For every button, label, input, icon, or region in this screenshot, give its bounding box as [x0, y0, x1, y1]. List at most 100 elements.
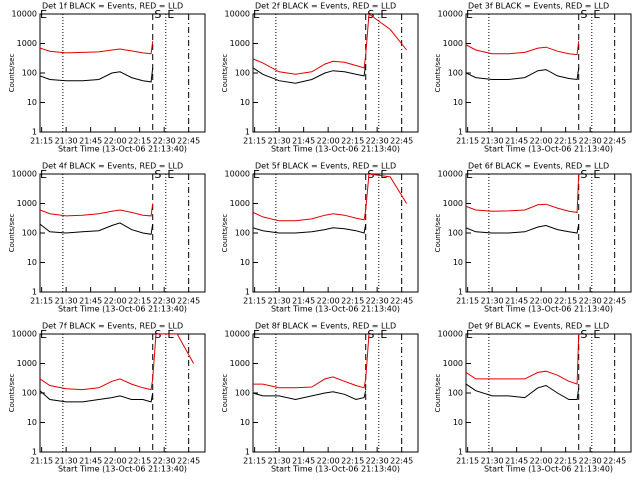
y-tick-label: 10 [240, 258, 250, 267]
x-tick-label: 21:45 [292, 137, 315, 146]
plot-frame [252, 333, 419, 453]
chart-title: Det 9f BLACK = Events, RED = LLD [468, 322, 609, 331]
x-tick-label: 22:30 [579, 457, 602, 466]
x-axis-label: Start Time (13-Oct-06 21:13:40) [484, 305, 613, 314]
y-tick-label: 10000 [12, 170, 37, 179]
event-label: S [154, 8, 161, 21]
y-tick-label: 1 [32, 288, 37, 297]
chart-title: Det 7f BLACK = Events, RED = LLD [42, 322, 183, 331]
y-axis-label: Counts/sec [8, 54, 16, 93]
x-tick-label: 21:30 [481, 457, 504, 466]
y-tick-label: 1000 [17, 359, 37, 368]
x-axis-label: Start Time (13-Oct-06 21:13:40) [484, 465, 613, 474]
x-tick-label: 22:45 [177, 457, 200, 466]
y-tick-label: 100 [22, 69, 37, 78]
x-tick-label: 21:15 [456, 297, 479, 306]
x-tick-label: 22:15 [554, 457, 577, 466]
x-tick-label: 22:00 [530, 457, 553, 466]
y-axis-label: Counts/sec [434, 214, 442, 253]
x-tick-label: 21:30 [268, 137, 291, 146]
y-axis-label: Counts/sec [8, 374, 16, 413]
x-axis-label: Start Time (13-Oct-06 21:13:40) [58, 305, 187, 314]
y-tick-label: 1000 [17, 199, 37, 208]
y-tick-label: 1000 [230, 199, 250, 208]
chart-title: Det 4f BLACK = Events, RED = LLD [42, 162, 183, 171]
series-line [40, 390, 154, 403]
y-tick-label: 10000 [12, 10, 37, 19]
y-tick-label: 100 [235, 229, 250, 238]
x-tick-label: 22:45 [390, 457, 413, 466]
y-tick-label: 10 [27, 98, 37, 107]
x-tick-label: 21:15 [30, 297, 53, 306]
x-tick-label: 21:45 [292, 457, 315, 466]
x-tick-label: 21:30 [55, 457, 78, 466]
x-tick-label: 22:15 [128, 457, 151, 466]
chart-title: Det 1f BLACK = Events, RED = LLD [42, 2, 183, 11]
y-tick-label: 10 [453, 258, 463, 267]
y-tick-label: 10000 [225, 330, 250, 339]
series-line [40, 67, 154, 83]
y-tick-label: 1 [245, 448, 250, 457]
x-tick-label: 21:30 [481, 137, 504, 146]
series-line [466, 334, 580, 385]
chart-title: Det 8f BLACK = Events, RED = LLD [255, 322, 396, 331]
series-line [466, 383, 580, 400]
x-axis-label: Start Time (13-Oct-06 21:13:40) [271, 305, 400, 314]
chart-title: Det 2f BLACK = Events, RED = LLD [255, 2, 396, 11]
y-tick-label: 10 [453, 418, 463, 427]
x-tick-label: 21:30 [268, 457, 291, 466]
series-line [40, 41, 154, 55]
series-line [466, 67, 580, 81]
x-tick-label: 22:45 [177, 137, 200, 146]
x-tick-label: 21:45 [292, 297, 315, 306]
x-tick-label: 22:00 [104, 457, 127, 466]
x-tick-label: 21:45 [505, 137, 528, 146]
chart-title: Det 3f BLACK = Events, RED = LLD [468, 2, 609, 11]
x-tick-label: 21:15 [456, 137, 479, 146]
x-tick-label: 22:15 [554, 137, 577, 146]
event-label: E [253, 168, 260, 181]
x-tick-label: 22:00 [317, 137, 340, 146]
x-tick-label: 22:00 [104, 297, 127, 306]
y-tick-label: 1 [458, 448, 463, 457]
x-tick-label: 21:15 [243, 137, 266, 146]
x-tick-label: 21:45 [505, 457, 528, 466]
event-label: S [580, 328, 587, 341]
x-tick-label: 21:30 [268, 297, 291, 306]
y-axis-label: Counts/sec [221, 54, 229, 93]
series-line [253, 14, 407, 75]
y-tick-label: 10000 [225, 10, 250, 19]
event-label: E [167, 8, 174, 21]
event-label: E [167, 168, 174, 181]
series-line [40, 334, 195, 391]
event-label: E [40, 168, 47, 181]
x-axis-label: Start Time (13-Oct-06 21:13:40) [484, 145, 613, 154]
y-tick-label: 10 [27, 258, 37, 267]
x-tick-label: 22:45 [603, 137, 626, 146]
x-tick-label: 22:15 [341, 297, 364, 306]
event-label: S [367, 8, 374, 21]
event-label: E [593, 168, 600, 181]
x-tick-label: 21:45 [79, 457, 102, 466]
series-line [253, 390, 367, 401]
x-tick-label: 21:15 [243, 457, 266, 466]
series-line [40, 203, 154, 217]
event-label: E [466, 8, 473, 21]
x-tick-label: 22:30 [153, 137, 176, 146]
event-label: E [40, 8, 47, 21]
x-tick-label: 22:45 [390, 137, 413, 146]
y-axis-label: Counts/sec [221, 214, 229, 253]
y-tick-label: 1 [32, 128, 37, 137]
x-tick-label: 22:45 [390, 297, 413, 306]
y-axis-label: Counts/sec [8, 214, 16, 253]
x-tick-label: 22:15 [341, 457, 364, 466]
y-tick-label: 10000 [438, 10, 463, 19]
x-axis-label: Start Time (13-Oct-06 21:13:40) [271, 465, 400, 474]
x-tick-label: 22:30 [366, 137, 389, 146]
x-tick-label: 22:30 [153, 457, 176, 466]
x-tick-label: 21:30 [55, 137, 78, 146]
event-label: E [593, 8, 600, 21]
x-tick-label: 22:30 [366, 457, 389, 466]
y-tick-label: 10 [240, 98, 250, 107]
y-axis-label: Counts/sec [434, 54, 442, 93]
